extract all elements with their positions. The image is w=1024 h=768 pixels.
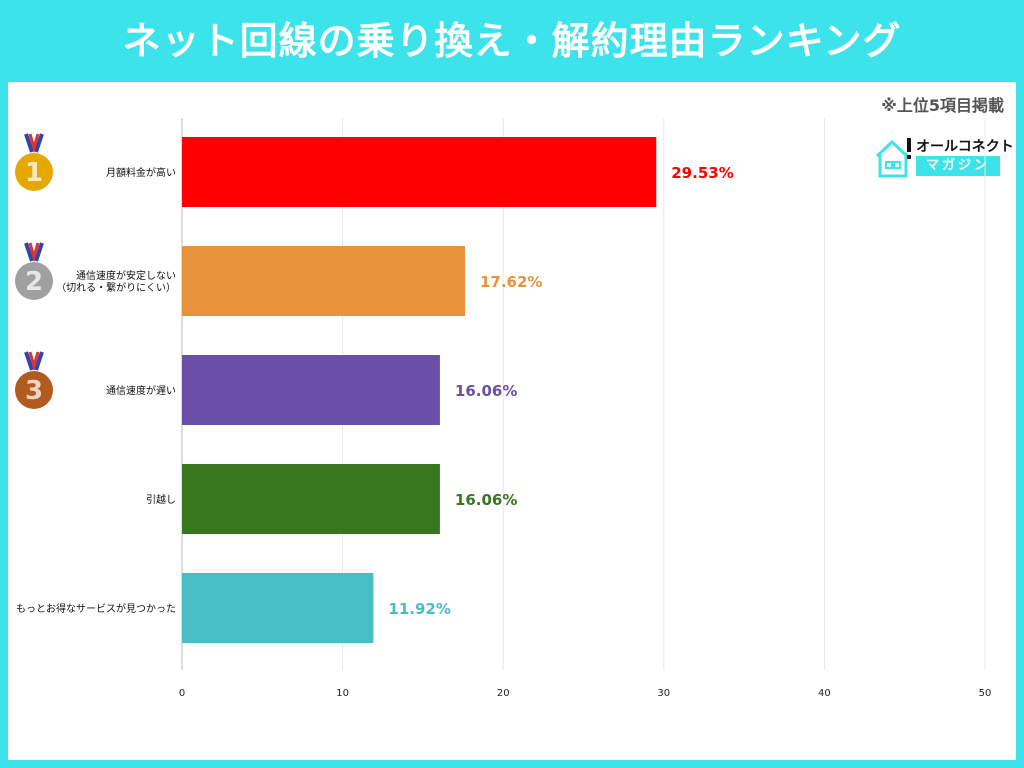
- x-tick-label: 10: [336, 688, 349, 699]
- data-label: 16.06%: [455, 491, 517, 509]
- medal-rank: 2: [25, 267, 43, 297]
- x-tick-label: 50: [979, 688, 992, 699]
- chart-title: ネット回線の乗り換え・解約理由ランキング: [122, 19, 902, 63]
- x-tick-label: 40: [818, 688, 831, 699]
- medal-ribbon-icon: [24, 133, 44, 153]
- logo-subtext: マガジン: [916, 156, 1000, 176]
- category-label: 月額料金が高い: [106, 166, 176, 179]
- category-label: （切れる・繋がりにくい）: [56, 281, 176, 294]
- category-label: 引越し: [146, 493, 176, 506]
- data-label: 11.92%: [388, 600, 450, 618]
- data-label: 17.62%: [480, 273, 542, 291]
- medal-ribbon-icon: [28, 242, 40, 263]
- chart-note: ※上位5項目掲載: [881, 96, 1004, 115]
- bar: [182, 573, 374, 643]
- category-label: もっとお得なサービスが見つかった: [16, 602, 176, 615]
- bar: [182, 464, 440, 534]
- category-label: 通信速度が安定しない: [76, 269, 176, 282]
- data-label: 16.06%: [455, 382, 517, 400]
- bar: [182, 355, 440, 425]
- category-label: 通信速度が遅い: [106, 384, 176, 397]
- brand-logo: オールコネクト マガジン: [874, 136, 1014, 180]
- x-tick-label: 20: [497, 688, 510, 699]
- medal-ribbon-icon: [24, 351, 44, 371]
- house-icon: [875, 138, 911, 178]
- medal-icon: [15, 371, 53, 409]
- x-tick-label: 30: [657, 688, 670, 699]
- bar: [182, 246, 465, 316]
- medal-rank: 3: [25, 376, 43, 406]
- medal-icon: [15, 153, 53, 191]
- medal-rank: 1: [25, 158, 43, 188]
- medal-ribbon-icon: [24, 242, 44, 262]
- medal-icon: [15, 262, 53, 300]
- data-label: 29.53%: [671, 164, 733, 182]
- bar: [182, 137, 657, 207]
- logo-text: オールコネクト: [916, 139, 1014, 155]
- medal-ribbon-icon: [28, 133, 40, 154]
- x-tick-label: 0: [179, 688, 185, 699]
- medal-ribbon-icon: [28, 351, 40, 372]
